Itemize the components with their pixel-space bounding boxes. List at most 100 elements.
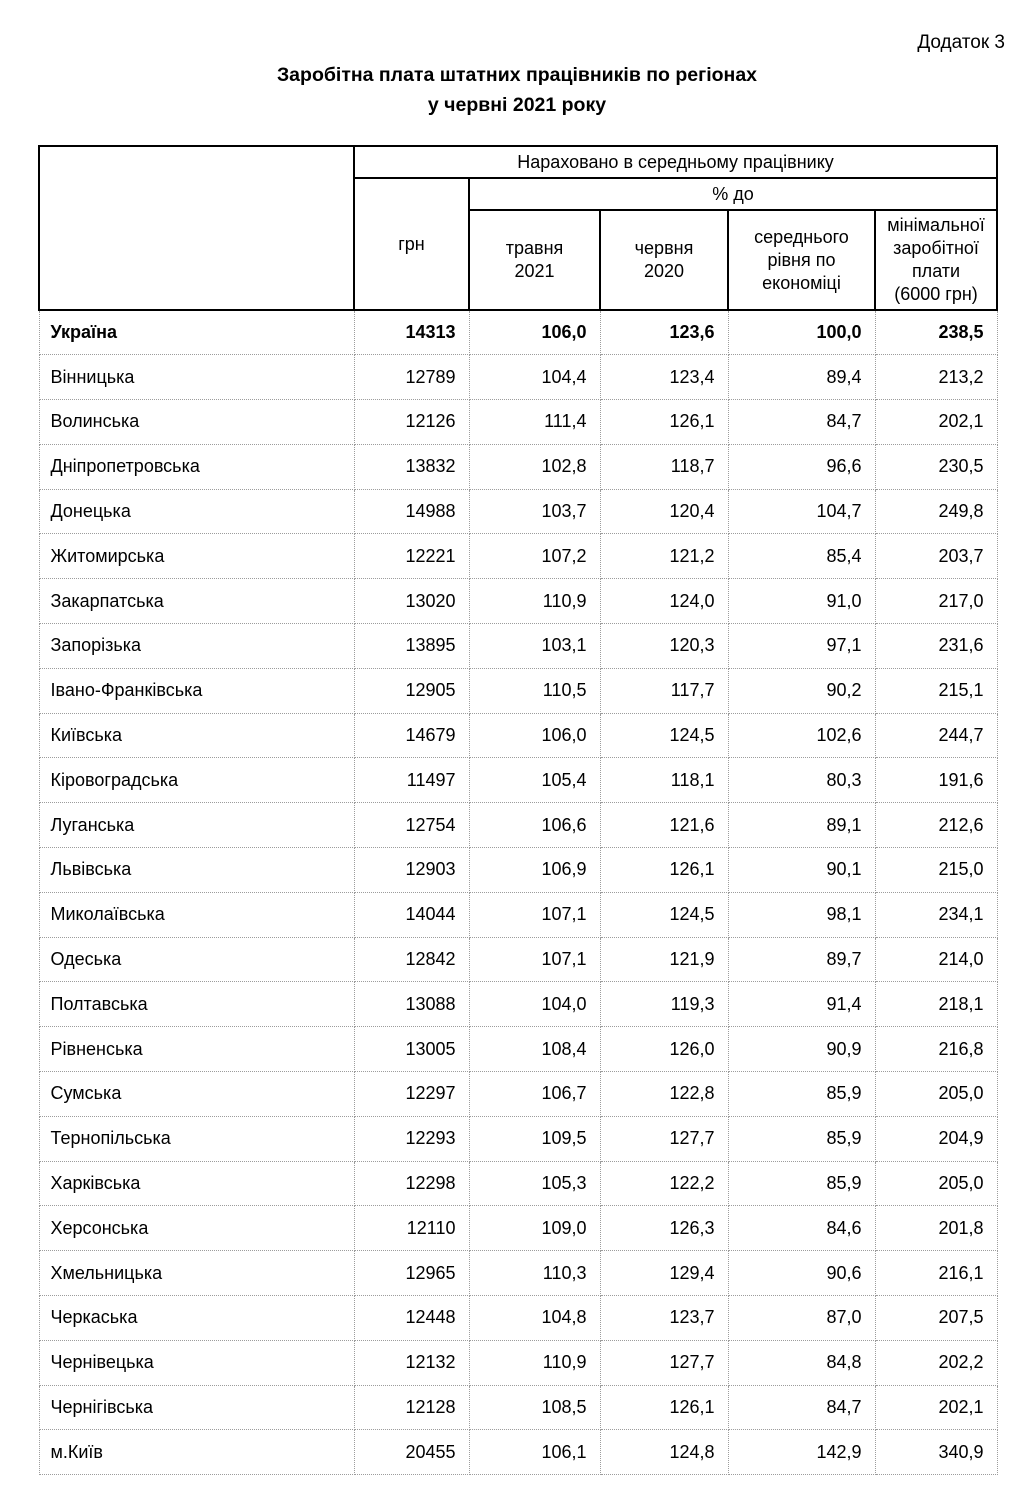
table-row: Івано-Франківська 12905 110,5 117,7 90,2 215,… [38,667,998,714]
value-cell: 104,4 [468,354,601,401]
value-cell: 87,0 [727,1295,876,1341]
value-cell: 89,7 [727,936,876,983]
value-cell: 123,6 [599,309,729,356]
value-cell: 12903 [353,847,470,893]
value-cell: 215,0 [874,847,998,893]
table-row: Чернігівська 12128 108,5 126,1 84,7 202,1 [38,1384,998,1431]
table-row: Запорізька 13895 103,1 120,3 97,1 231,6 [38,623,998,669]
value-cell: 14679 [353,712,470,759]
table-row: Волинська 12126 111,4 126,1 84,7 202,1 [38,399,998,445]
value-cell: 12905 [353,667,470,714]
table-row: Сумська 12297 106,7 122,8 85,9 205,0 [38,1071,998,1117]
header-vs-minimum-wage: мінімальної заробітної плати (6000 грн) [873,209,999,311]
value-cell: 103,1 [468,623,601,669]
table-row: Львівська 12903 106,9 126,1 90,1 215,0 [38,847,998,893]
value-cell: 216,8 [874,1026,998,1073]
value-cell: 12965 [353,1250,470,1297]
value-cell: 111,4 [468,399,601,445]
value-cell: 85,9 [727,1160,876,1207]
value-cell: 12126 [353,399,470,445]
value-cell: 91,0 [727,578,876,625]
region-cell: Волинська [38,399,355,445]
region-cell: Луганська [38,802,355,849]
region-cell: Херсонська [38,1205,355,1252]
value-cell: 107,1 [468,936,601,983]
value-cell: 121,9 [599,936,729,983]
table-row: Херсонська 12110 109,0 126,3 84,6 201,8 [38,1205,998,1252]
region-cell: Сумська [38,1071,355,1117]
region-column-corner-cell [38,145,355,311]
value-cell: 11497 [353,757,470,804]
header-vs-economy-average: середнього рівня по економіці [727,209,876,311]
value-cell: 231,6 [874,623,998,669]
table-row: Хмельницька 12965 110,3 129,4 90,6 216,1 [38,1250,998,1297]
value-cell: 124,5 [599,891,729,938]
value-cell: 203,7 [874,533,998,580]
table-row: Житомирська 12221 107,2 121,2 85,4 203,7 [38,533,998,580]
region-cell: Житомирська [38,533,355,580]
value-cell: 107,1 [468,891,601,938]
region-cell: Вінницька [38,354,355,401]
value-cell: 123,7 [599,1295,729,1341]
region-cell: Кіровоградська [38,757,355,804]
value-cell: 120,4 [599,488,729,535]
region-cell: Чернігівська [38,1384,355,1431]
value-cell: 96,6 [727,443,876,490]
value-cell: 12789 [353,354,470,401]
region-cell: Україна [38,309,355,356]
region-cell: Донецька [38,488,355,535]
value-cell: 12448 [353,1295,470,1341]
value-cell: 85,4 [727,533,876,580]
header-uah: грн [353,177,470,311]
page-title: Заробітна плата штатних працівників по р… [0,60,1034,120]
value-cell: 13895 [353,623,470,669]
value-cell: 12298 [353,1160,470,1207]
value-cell: 122,8 [599,1071,729,1117]
value-cell: 90,9 [727,1026,876,1073]
value-cell: 129,4 [599,1250,729,1297]
value-cell: 216,1 [874,1250,998,1297]
value-cell: 104,7 [727,488,876,535]
value-cell: 103,7 [468,488,601,535]
value-cell: 90,1 [727,847,876,893]
table-row: Вінницька 12789 104,4 123,4 89,4 213,2 [38,354,998,401]
value-cell: 12754 [353,802,470,849]
region-cell: Запорізька [38,623,355,669]
value-cell: 14313 [353,309,470,356]
region-cell: Київська [38,712,355,759]
table-row: Тернопільська 12293 109,5 127,7 85,9 204,9 [38,1115,998,1162]
region-cell: Харківська [38,1160,355,1207]
value-cell: 14044 [353,891,470,938]
region-cell: Рівненська [38,1026,355,1073]
value-cell: 20455 [353,1429,470,1476]
value-cell: 106,9 [468,847,601,893]
value-cell: 202,1 [874,399,998,445]
value-cell: 100,0 [727,309,876,356]
table-header: Нараховано в середньому працівнику грн %… [38,145,999,311]
value-cell: 126,0 [599,1026,729,1073]
value-cell: 84,6 [727,1205,876,1252]
value-cell: 13020 [353,578,470,625]
value-cell: 105,3 [468,1160,601,1207]
table-row: Одеська 12842 107,1 121,9 89,7 214,0 [38,936,998,983]
table-row: Київська 14679 106,0 124,5 102,6 244,7 [38,712,998,759]
value-cell: 12293 [353,1115,470,1162]
region-cell: Одеська [38,936,355,983]
value-cell: 85,9 [727,1071,876,1117]
table-row: Полтавська 13088 104,0 119,3 91,4 218,1 [38,981,998,1028]
value-cell: 126,1 [599,399,729,445]
table-row: Харківська 12298 105,3 122,2 85,9 205,0 [38,1160,998,1207]
value-cell: 121,2 [599,533,729,580]
value-cell: 106,0 [468,712,601,759]
region-cell: Тернопільська [38,1115,355,1162]
table-row: Чернівецька 12132 110,9 127,7 84,8 202,2 [38,1339,998,1386]
value-cell: 109,0 [468,1205,601,1252]
value-cell: 213,2 [874,354,998,401]
table-row: Закарпатська 13020 110,9 124,0 91,0 217,0 [38,578,998,625]
page-title-line1: Заробітна плата штатних працівників по р… [276,64,758,86]
value-cell: 90,2 [727,667,876,714]
value-cell: 244,7 [874,712,998,759]
salary-table: Нараховано в середньому працівнику грн %… [38,145,999,1476]
value-cell: 207,5 [874,1295,998,1341]
